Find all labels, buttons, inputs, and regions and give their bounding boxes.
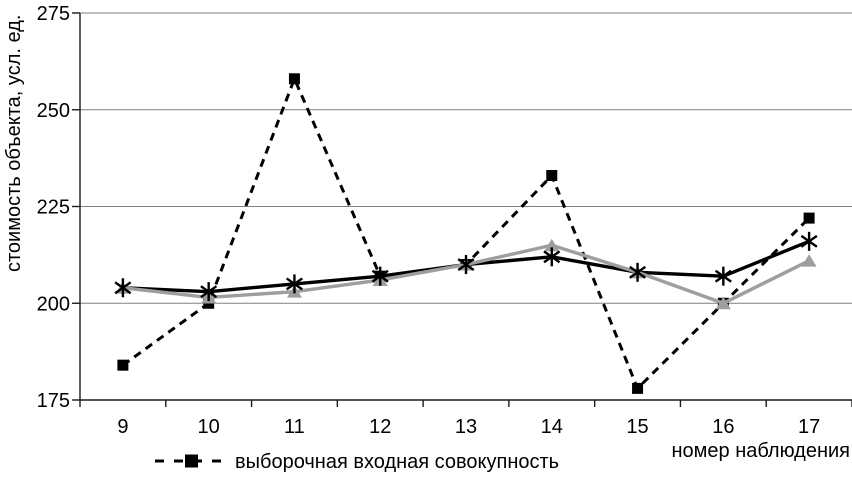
marker-asterisk: [285, 274, 303, 294]
marker-asterisk: [371, 266, 389, 286]
marker-asterisk: [200, 282, 218, 302]
x-tick-label: 12: [369, 416, 391, 438]
marker-square: [117, 359, 129, 371]
x-tick-label: 9: [117, 416, 128, 438]
asterisk-stroke: [800, 234, 818, 248]
asterisk-stroke: [285, 277, 303, 291]
y-tick-label: 175: [37, 390, 70, 412]
marker-asterisk: [714, 266, 732, 286]
marker-square: [632, 382, 644, 394]
asterisk-stroke: [457, 258, 475, 271]
x-tick-label: 11: [284, 416, 305, 438]
marker-square: [546, 170, 558, 182]
y-tick-label: 250: [37, 100, 70, 122]
y-tick-label: 275: [37, 3, 70, 25]
asterisk-stroke: [629, 265, 647, 279]
x-tick-label: 17: [798, 416, 820, 438]
x-tick-label: 10: [198, 416, 220, 438]
x-tick-label: 16: [712, 416, 734, 438]
marker-triangle: [801, 254, 817, 267]
marker-asterisk: [629, 262, 647, 282]
asterisk-stroke: [543, 250, 561, 264]
y-tick-label: 200: [37, 293, 70, 315]
marker-square: [288, 73, 300, 85]
asterisk-stroke: [371, 269, 389, 283]
legend-marker-square: [185, 454, 198, 468]
marker-triangle: [715, 296, 731, 310]
asterisk-stroke: [114, 281, 132, 295]
marker-asterisk: [543, 247, 561, 267]
marker-asterisk: [114, 278, 132, 298]
plot-area: 175 200 225 250 275 9 10 11 12 13 14 15 16 17: [37, 3, 852, 438]
marker-triangle: [544, 238, 560, 252]
x-axis-title: номер наблюдения: [671, 440, 850, 462]
marker-asterisk: [800, 231, 818, 251]
asterisk-stroke: [200, 285, 218, 299]
y-axis-title: стоимость объекта, усл. ед.: [3, 15, 25, 272]
series-sample-input-line: [122, 74, 811, 392]
x-tick-label: 15: [626, 416, 648, 438]
x-tick-label: 14: [541, 416, 563, 438]
asterisk-stroke: [714, 269, 732, 283]
x-tick-label: 13: [455, 416, 477, 438]
legend-label: выборочная входная совокупность: [235, 451, 559, 473]
legend: выборочная входная совокупность: [155, 451, 559, 473]
y-tick-label: 225: [37, 197, 70, 219]
marker-square: [803, 212, 815, 224]
marker-asterisk: [457, 255, 475, 275]
